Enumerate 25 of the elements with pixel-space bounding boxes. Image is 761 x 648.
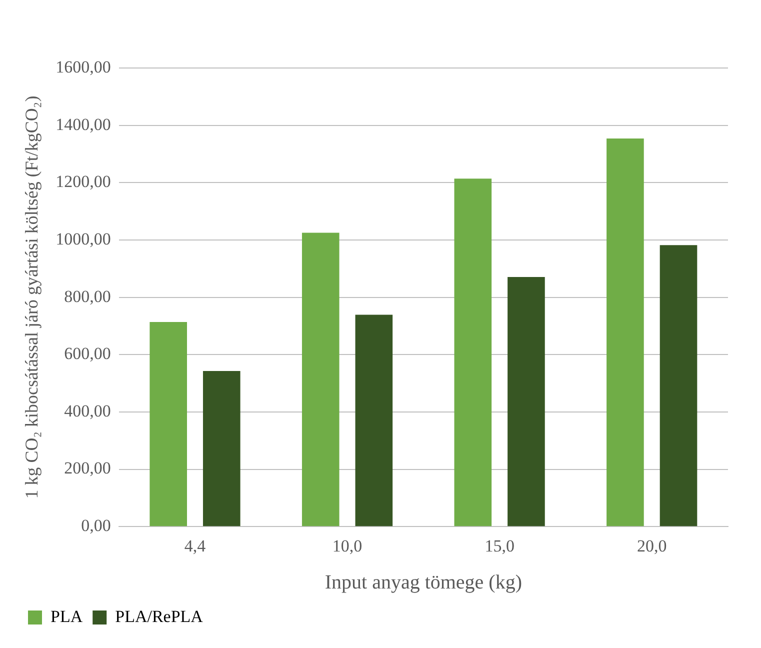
bar (606, 138, 644, 526)
y-tick-label: 600,00 (64, 344, 111, 364)
y-tick-label: 1200,00 (56, 172, 111, 192)
y-tick-label: 400,00 (64, 401, 111, 420)
x-tick-label: 10,0 (332, 536, 362, 556)
y-tick-label: 1600,00 (56, 57, 111, 76)
x-tick-label: 4,4 (184, 536, 206, 556)
y-tick-label: 0,00 (81, 516, 111, 536)
y-tick-label: 1000,00 (56, 229, 111, 248)
legend-label: PLA/RePLA (115, 606, 204, 626)
y-tick-label: 1400,00 (56, 114, 111, 134)
bar (355, 314, 393, 526)
y-tick-label: 800,00 (64, 286, 111, 306)
bar (660, 245, 698, 526)
bar (202, 370, 240, 526)
legend-label: PLA (50, 606, 84, 626)
x-tick-label: 15,0 (484, 536, 514, 556)
bar (302, 232, 340, 526)
x-axis-title: Input anyag tömege (kg) (324, 571, 522, 594)
bar (150, 322, 187, 526)
bar (508, 276, 545, 526)
bar (454, 178, 492, 526)
y-tick-label: 200,00 (64, 458, 111, 478)
y-axis-title: 1 kg CO₂ kibocsátással járó gyártási költség (Ft/kgCO₂) (22, 96, 42, 499)
x-tick-label: 20,0 (636, 536, 667, 556)
